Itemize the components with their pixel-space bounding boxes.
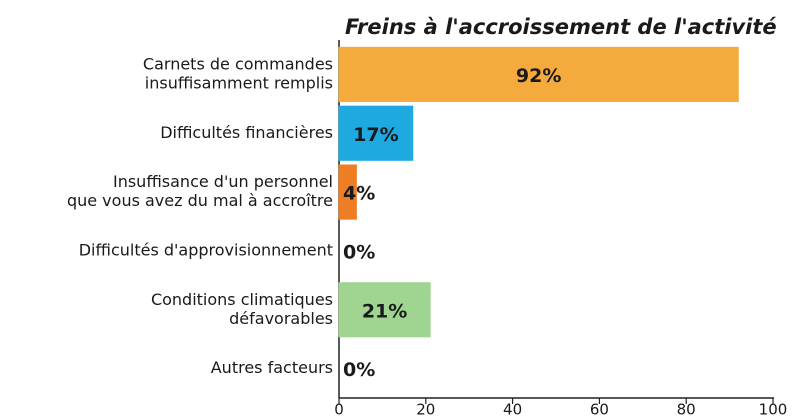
value-label: 17%: [353, 124, 398, 146]
x-tick-label: 20: [416, 401, 435, 417]
x-tick-label: 40: [503, 401, 522, 417]
bar: [338, 105, 414, 161]
y-tick-label: Conditions climatiques: [151, 290, 333, 309]
x-tick-label: 0: [334, 401, 344, 417]
y-tick-label: que vous avez du mal à accroître: [67, 191, 333, 210]
y-tick-label: Difficultés d'approvisionnement: [79, 240, 333, 259]
value-label: 0%: [343, 359, 375, 381]
y-tick-label: Insuffisance d'un personnel: [113, 172, 333, 191]
chart-title: Freins à l'accroissement de l'activité: [345, 15, 777, 39]
y-tick-label: Difficultés financières: [160, 123, 333, 142]
value-label: 0%: [343, 241, 375, 263]
y-tick-label: défavorables: [229, 309, 333, 328]
value-label: 21%: [362, 300, 407, 322]
x-tick-label: 80: [677, 401, 696, 417]
x-tick-label: 100: [759, 401, 788, 417]
y-tick-label: Carnets de commandes: [143, 54, 333, 73]
bar: [338, 282, 431, 338]
value-label: 4%: [343, 183, 375, 205]
bar: [338, 164, 357, 220]
y-tick-label: Autres facteurs: [211, 358, 333, 377]
value-label: 92%: [516, 65, 561, 87]
x-tick-label: 60: [590, 401, 609, 417]
bar: [338, 46, 739, 102]
y-tick-label: insuffisamment remplis: [145, 73, 333, 92]
